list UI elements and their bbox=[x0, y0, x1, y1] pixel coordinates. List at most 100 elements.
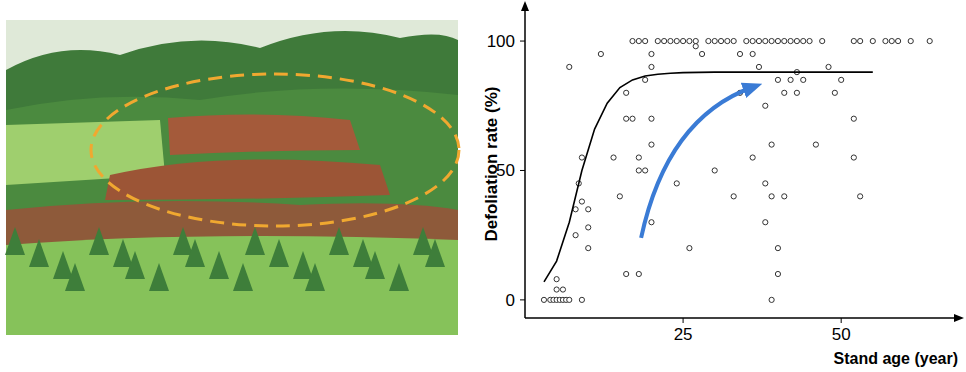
data-point bbox=[712, 168, 717, 173]
data-point bbox=[718, 38, 723, 43]
photo-tree bbox=[185, 239, 205, 267]
data-point bbox=[895, 38, 900, 43]
data-point bbox=[731, 194, 736, 199]
data-point bbox=[617, 194, 622, 199]
data-point bbox=[889, 38, 894, 43]
y-axis bbox=[524, 6, 526, 318]
data-point bbox=[782, 194, 787, 199]
data-point bbox=[908, 38, 913, 43]
data-point bbox=[756, 64, 761, 69]
photo-meadow bbox=[6, 236, 458, 335]
data-point bbox=[560, 287, 565, 292]
photo-tree bbox=[245, 227, 265, 255]
x-tick-label: 50 bbox=[832, 325, 851, 344]
data-point bbox=[567, 64, 572, 69]
data-point bbox=[643, 168, 648, 173]
photo-tree bbox=[353, 239, 373, 267]
data-point bbox=[630, 116, 635, 121]
photo-tree bbox=[389, 263, 409, 291]
data-point bbox=[649, 51, 654, 56]
data-point bbox=[611, 155, 616, 160]
photo-sky bbox=[6, 20, 458, 335]
photo-tree bbox=[113, 239, 133, 267]
data-point bbox=[554, 277, 559, 282]
data-point bbox=[788, 38, 793, 43]
data-point bbox=[579, 155, 584, 160]
data-point bbox=[851, 116, 856, 121]
data-point bbox=[775, 246, 780, 251]
data-point bbox=[858, 194, 863, 199]
data-point bbox=[687, 38, 692, 43]
data-point bbox=[674, 181, 679, 186]
fit-curve bbox=[544, 72, 873, 282]
photo-tree bbox=[125, 251, 145, 279]
data-point bbox=[782, 90, 787, 95]
data-point bbox=[586, 225, 591, 230]
data-point bbox=[750, 155, 755, 160]
data-point bbox=[586, 207, 591, 212]
data-point bbox=[763, 220, 768, 225]
data-point bbox=[693, 38, 698, 43]
data-point bbox=[769, 142, 774, 147]
data-point bbox=[763, 181, 768, 186]
data-point bbox=[851, 38, 856, 43]
data-point bbox=[699, 51, 704, 56]
data-point bbox=[801, 77, 806, 82]
data-point bbox=[630, 38, 635, 43]
data-point bbox=[750, 38, 755, 43]
y-tick-label: 100 bbox=[487, 32, 515, 51]
data-point bbox=[839, 77, 844, 82]
y-tick bbox=[520, 170, 525, 171]
y-tick-label: 0 bbox=[506, 291, 515, 310]
data-point bbox=[649, 220, 654, 225]
data-point bbox=[927, 38, 932, 43]
photo-tree bbox=[5, 227, 25, 255]
data-point bbox=[573, 207, 578, 212]
photo-tree bbox=[65, 263, 85, 291]
forest-photo bbox=[5, 20, 459, 335]
data-point bbox=[586, 246, 591, 251]
photo-tree bbox=[329, 227, 349, 255]
data-point bbox=[541, 297, 546, 302]
data-point bbox=[725, 38, 730, 43]
data-point bbox=[636, 271, 641, 276]
data-point bbox=[788, 77, 793, 82]
photo-defoliated bbox=[105, 159, 390, 200]
data-point bbox=[643, 77, 648, 82]
photo-tree bbox=[413, 227, 433, 255]
data-point bbox=[655, 38, 660, 43]
x-axis bbox=[525, 317, 959, 319]
photo-defoliated bbox=[168, 114, 360, 155]
photo-tree bbox=[29, 239, 49, 267]
data-point bbox=[858, 38, 863, 43]
data-point bbox=[706, 38, 711, 43]
data-point bbox=[756, 38, 761, 43]
x-tick bbox=[841, 318, 842, 323]
data-point bbox=[554, 287, 559, 292]
data-point bbox=[643, 38, 648, 43]
data-point bbox=[636, 155, 641, 160]
data-point bbox=[662, 38, 667, 43]
x-tick-label: 25 bbox=[674, 325, 693, 344]
y-axis-title: Defoliation rate (%) bbox=[482, 87, 501, 242]
x-axis-title: Stand age (year) bbox=[834, 350, 958, 367]
data-point bbox=[851, 155, 856, 160]
data-point bbox=[680, 38, 685, 43]
data-point bbox=[826, 64, 831, 69]
data-point bbox=[674, 38, 679, 43]
data-point bbox=[794, 38, 799, 43]
data-point bbox=[636, 168, 641, 173]
data-point bbox=[769, 38, 774, 43]
y-tick bbox=[520, 41, 525, 42]
data-point bbox=[744, 38, 749, 43]
data-point bbox=[794, 90, 799, 95]
data-point bbox=[649, 142, 654, 147]
photo-tree bbox=[53, 251, 73, 279]
data-point bbox=[820, 38, 825, 43]
data-point bbox=[769, 297, 774, 302]
data-point bbox=[649, 64, 654, 69]
data-point bbox=[731, 38, 736, 43]
data-point bbox=[769, 194, 774, 199]
photo-tree bbox=[365, 251, 385, 279]
data-point bbox=[807, 38, 812, 43]
